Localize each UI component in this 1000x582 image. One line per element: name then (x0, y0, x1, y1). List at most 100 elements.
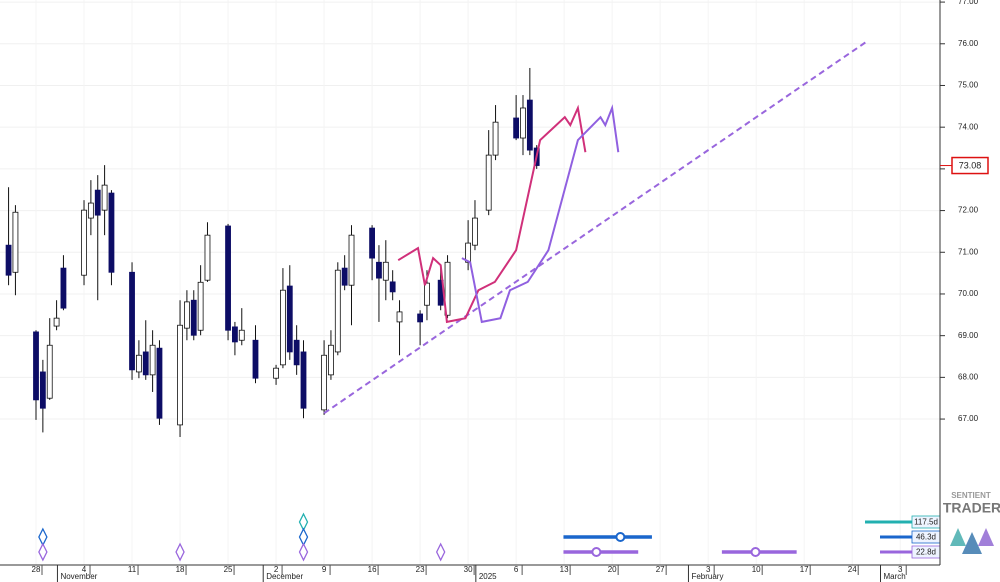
month-label: March (884, 572, 906, 581)
x-tick-label: 13 (560, 565, 569, 574)
logo: SENTIENT TRADER (943, 488, 1000, 558)
candle-body (190, 299, 197, 336)
cycle-window-center (750, 547, 761, 557)
candle-body (12, 211, 19, 273)
last-price-box (951, 156, 989, 175)
y-tick-label: 71.00 (958, 247, 979, 256)
candle-body (300, 351, 307, 409)
candle-body (286, 285, 293, 353)
logo-top: SENTIENT (951, 491, 991, 500)
candle-body (225, 225, 231, 331)
candle-body (204, 234, 211, 281)
cycle-label: 22.8d (916, 548, 936, 557)
candle-body (348, 234, 355, 286)
cycle-window-center (615, 532, 626, 542)
cycle-marker (175, 542, 185, 562)
x-tick-label: 11 (128, 565, 137, 574)
x-tick-label: 4 (82, 565, 87, 574)
candle-body (321, 354, 327, 411)
month-label: February (691, 572, 723, 581)
x-tick-label: 16 (368, 565, 377, 574)
candle-body (376, 261, 382, 279)
candle-body (135, 354, 142, 373)
candle-body (526, 99, 533, 151)
y-tick-label: 68.00 (958, 372, 979, 381)
candle-body (293, 339, 300, 366)
candle-body (53, 317, 60, 327)
candle-body (485, 154, 492, 211)
y-tick-label: 75.00 (958, 81, 979, 90)
candle-body (513, 117, 520, 139)
candle-body (520, 107, 526, 139)
y-tick-label: 77.00 (958, 0, 979, 6)
candle-body (81, 209, 87, 276)
cycle-marker (435, 542, 446, 562)
candle-body (273, 367, 279, 379)
x-tick-label: 3 (898, 565, 903, 574)
candle-body (149, 344, 156, 376)
candle-body (142, 351, 149, 376)
x-tick-label: 2 (274, 565, 279, 574)
plot-area: 117.5d 46.3d 22.8d (5, 41, 941, 562)
x-tick-label: 18 (176, 565, 185, 574)
x-tick-label: 27 (656, 565, 665, 574)
candle-body (87, 202, 94, 219)
candle-body (238, 329, 245, 341)
x-tick-label: 10 (752, 565, 761, 574)
candle-body (108, 192, 115, 273)
candle-body (492, 121, 499, 156)
candle-body (101, 184, 108, 211)
projection-line (461, 104, 620, 324)
candle-body (334, 269, 341, 353)
candle-body (60, 267, 67, 309)
logo-icon (978, 528, 994, 546)
y-tick-label: 70.00 (958, 289, 979, 298)
last-price-label: 73.08 (959, 160, 982, 170)
x-tick-label: 25 (224, 565, 233, 574)
candle-body (46, 344, 53, 399)
x-tick-label: 24 (848, 565, 857, 574)
x-tick-label: 28 (32, 565, 41, 574)
y-tick-label: 74.00 (958, 122, 979, 131)
candle-body (177, 324, 183, 426)
x-tick-label: 20 (608, 565, 617, 574)
candle-body (129, 271, 135, 371)
logo-icon (950, 528, 966, 546)
candle-body (472, 217, 478, 246)
candle-body (328, 344, 334, 376)
x-tick-label: 6 (514, 565, 519, 574)
candle-body (156, 347, 163, 419)
y-tick-label: 69.00 (958, 331, 979, 340)
candle-body (39, 371, 46, 409)
candle-body (369, 227, 375, 259)
x-tick-label: 17 (800, 565, 809, 574)
month-label: 2025 (479, 572, 497, 581)
candle-body (417, 313, 424, 323)
candle-body (252, 339, 259, 379)
candle-body (33, 331, 39, 401)
cycle-marker (38, 542, 48, 562)
y-tick-label: 67.00 (958, 414, 979, 423)
candle-body (444, 261, 451, 316)
x-tick-label: 30 (464, 565, 473, 574)
candle-body (341, 267, 348, 286)
candle-body (382, 261, 389, 281)
candle-body (197, 281, 204, 331)
x-tick-label: 3 (706, 565, 711, 574)
projection-line (397, 104, 587, 324)
cycle-window-center (591, 547, 602, 557)
candle-body (184, 301, 190, 329)
cycle-marker (298, 542, 309, 562)
x-tick-label: 9 (322, 565, 327, 574)
candle-body (280, 289, 286, 366)
cycle-label: 117.5d (914, 518, 938, 527)
candle-body (389, 281, 396, 293)
candle-body (5, 244, 12, 276)
month-label: December (266, 572, 303, 581)
cycle-label: 46.3d (916, 533, 936, 542)
y-tick-label: 76.00 (958, 39, 979, 48)
candle-body (232, 326, 238, 343)
